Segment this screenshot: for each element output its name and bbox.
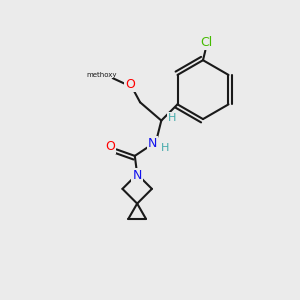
Text: Cl: Cl <box>201 36 213 49</box>
Text: H: H <box>161 142 170 153</box>
Text: H: H <box>168 113 177 123</box>
Text: N: N <box>133 169 142 182</box>
Text: methoxy: methoxy <box>86 72 117 78</box>
Text: N: N <box>148 137 157 150</box>
Text: O: O <box>105 140 115 153</box>
Text: O: O <box>125 78 135 91</box>
